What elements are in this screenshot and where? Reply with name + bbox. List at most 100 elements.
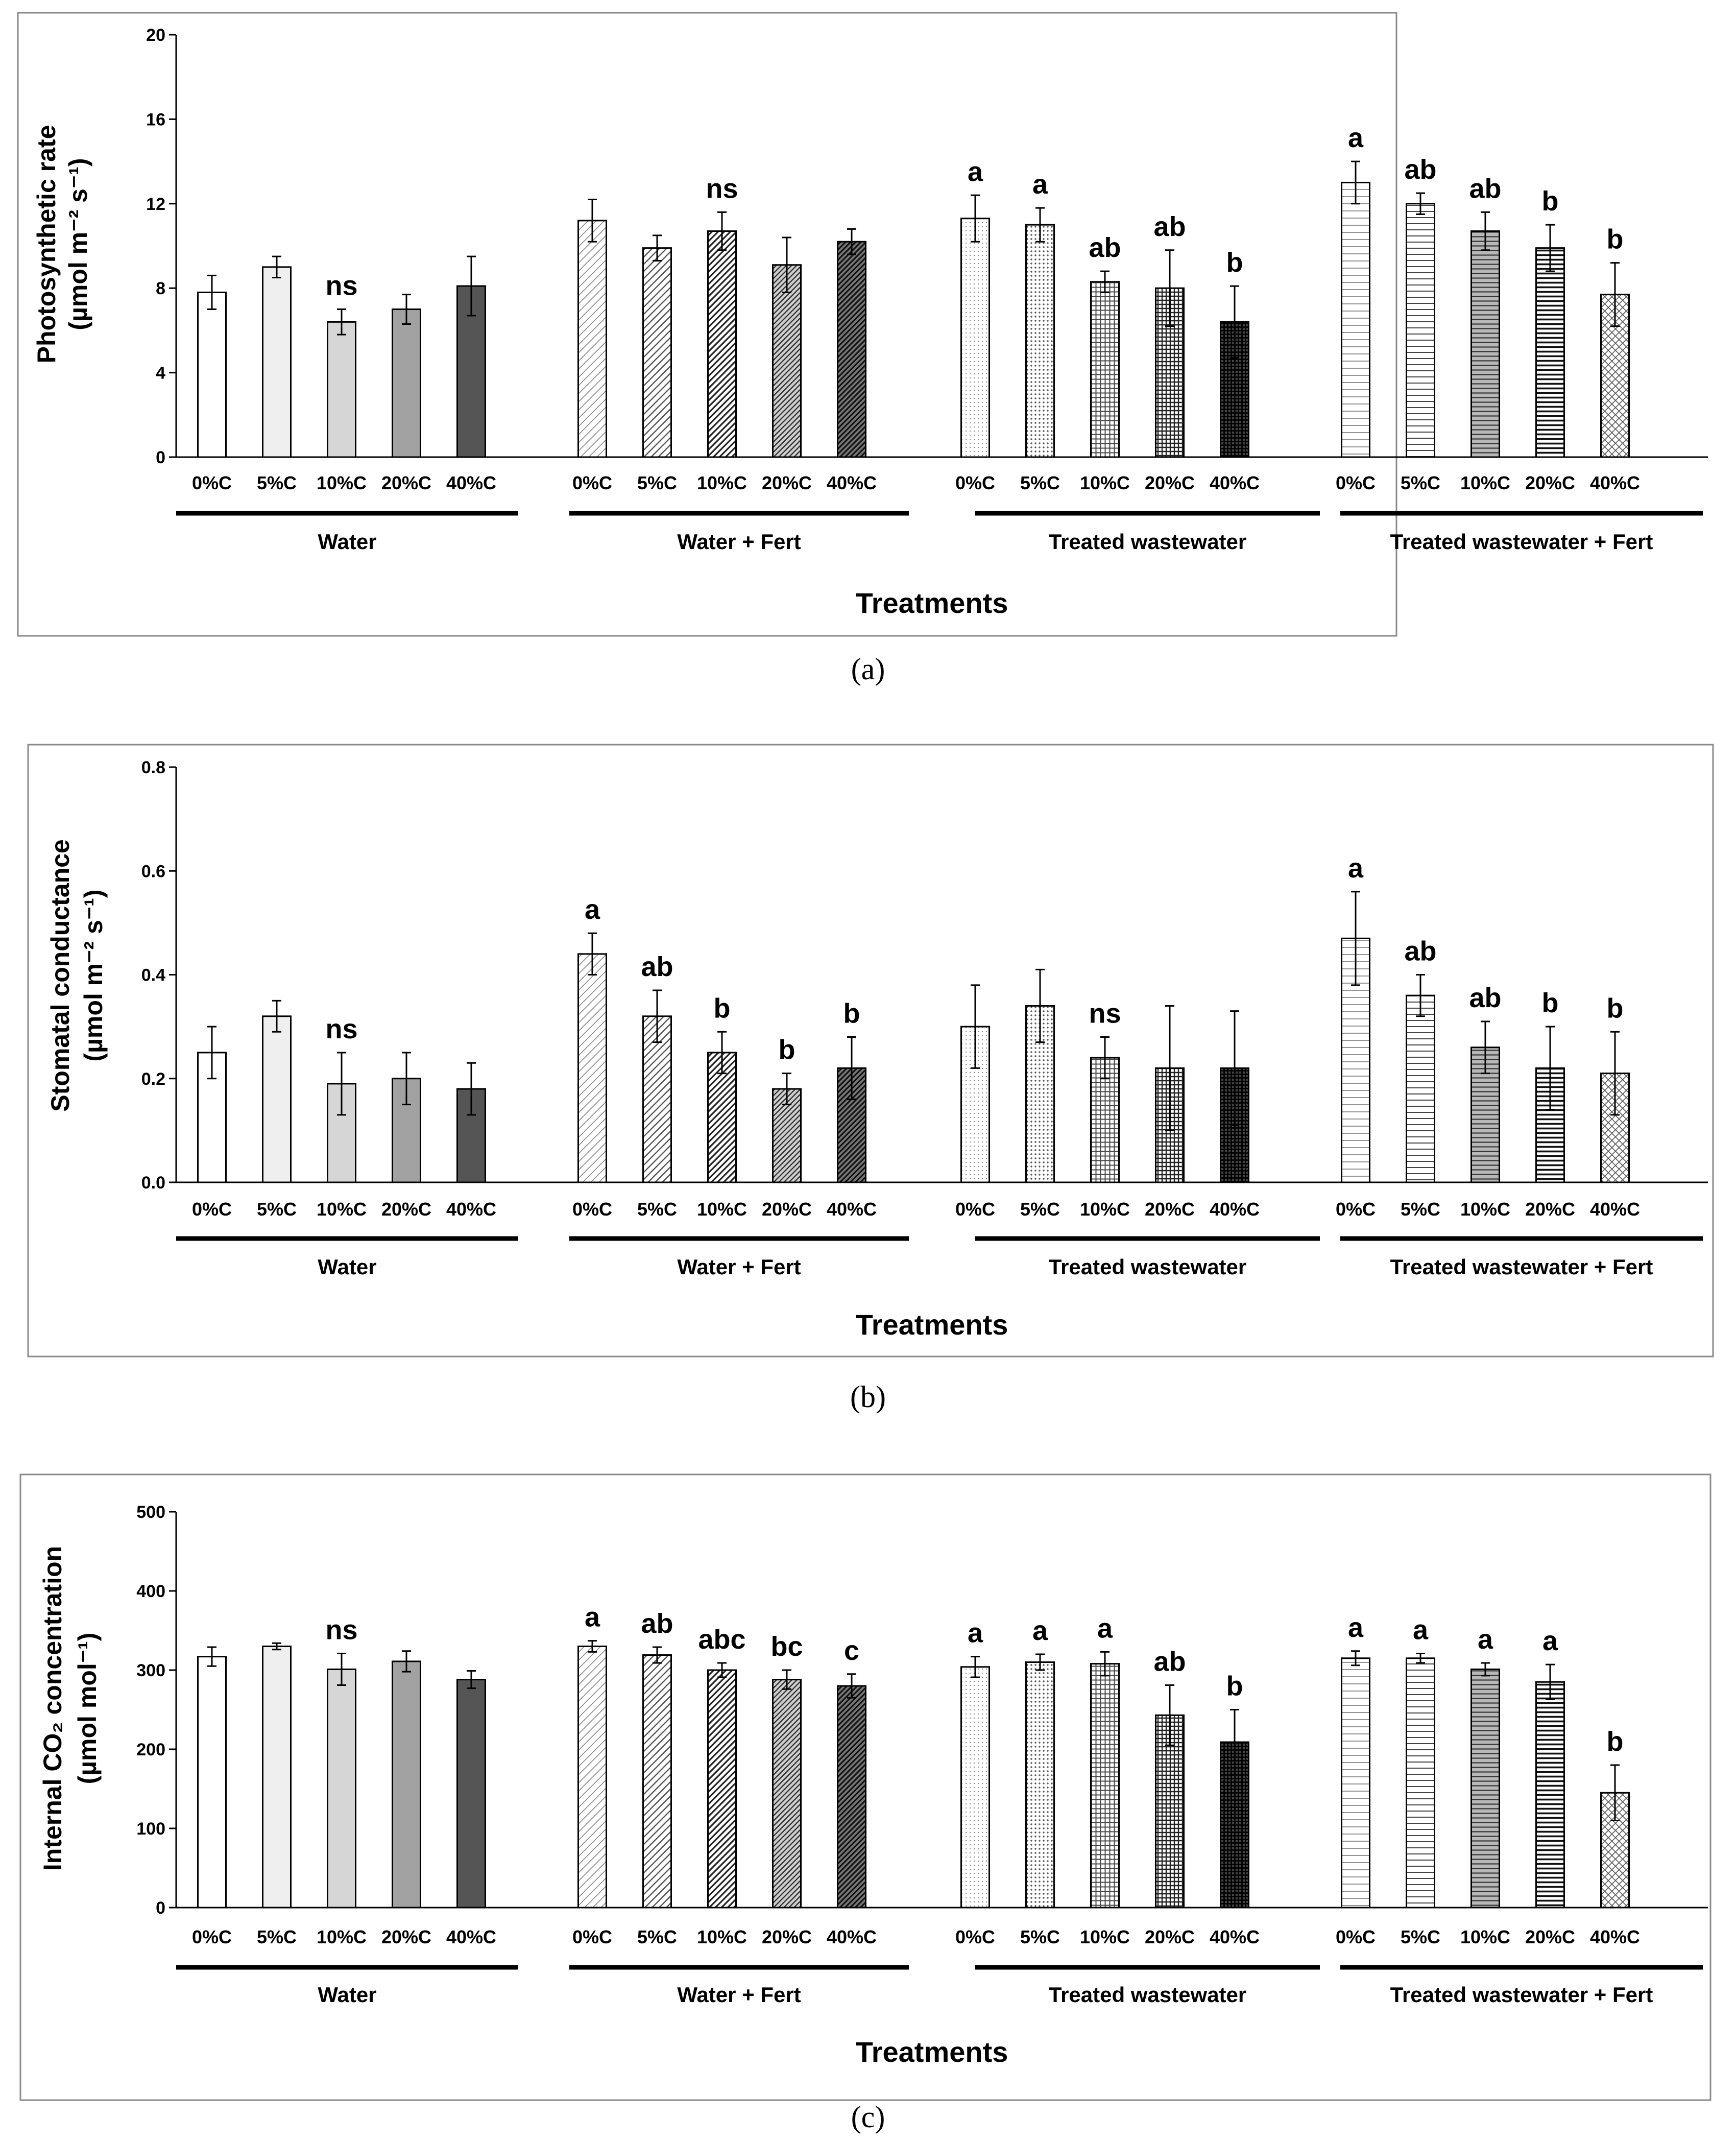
group-label: Treated wastewater [1049,1983,1247,2007]
y-tick-label: 0.6 [141,862,165,881]
x-category-label: 10%C [317,472,367,493]
significance-letter: b [843,998,860,1029]
significance-letter: ab [1404,936,1436,967]
x-category-label: 0%C [955,1199,995,1220]
bar [1472,231,1500,457]
y-tick-label: 20 [146,26,165,45]
x-category-label: 40%C [1590,1199,1640,1220]
group-label: Water + Fert [677,530,801,554]
y-tick-label: 200 [136,1740,165,1759]
bar [961,1667,990,1908]
x-category-label: 20%C [381,1926,431,1947]
x-category-label: 10%C [1460,472,1510,493]
chart-panel-a: 048121620Photosynthetic rate (µmol m⁻² s⁻… [18,13,1708,686]
x-category-label: 0%C [1336,1199,1376,1220]
panel-caption: (b) [850,1380,886,1414]
significance-letter: a [1542,1626,1558,1656]
x-category-label: 40%C [827,472,877,493]
significance-letter: b [1607,1726,1624,1757]
x-category-label: 40%C [1210,1199,1260,1220]
x-category-label: 0%C [192,472,232,493]
y-tick-label: 4 [156,364,165,383]
x-category-label: 0%C [1336,1926,1376,1947]
significance-letter: ab [1404,154,1436,185]
x-category-label: 20%C [1525,472,1575,493]
significance-letter: abc [698,1624,745,1655]
y-axis-title: Photosynthetic rate [32,125,61,364]
x-category-label: 40%C [1210,1926,1260,1947]
significance-letter: ab [1153,1646,1186,1677]
bar [1342,182,1370,457]
bar [1407,204,1435,457]
x-category-label: 10%C [1460,1926,1510,1947]
x-category-label: 0%C [572,472,612,493]
x-category-label: 20%C [762,1199,812,1220]
significance-letter: ab [1153,211,1186,242]
group-label: Treated wastewater [1049,530,1247,554]
x-category-label: 40%C [1590,472,1640,493]
x-category-label: 10%C [697,1199,747,1220]
x-category-label: 0%C [955,1926,995,1947]
group-label: Treated wastewater + Fert [1390,530,1653,554]
significance-letter: a [1032,1615,1048,1646]
x-category-label: 0%C [572,1926,612,1947]
y-tick-label: 0 [156,1898,165,1918]
significance-letter: a [1348,853,1364,884]
x-axis-title: Treatments [856,1308,1008,1341]
bar [1091,282,1119,457]
x-axis-title: Treatments [856,2036,1008,2068]
significance-letter: b [1226,247,1243,278]
bar [578,1647,607,1908]
significance-letter: a [1478,1624,1493,1655]
x-category-label: 10%C [1080,1199,1130,1220]
significance-letter: ab [1469,983,1501,1013]
bar [643,1655,671,1908]
bar [773,265,801,457]
group-label: Water [318,530,376,554]
y-tick-label: 0.4 [141,966,165,985]
bar [1536,1682,1564,1908]
x-category-label: 0%C [955,472,995,493]
bar [1342,1658,1370,1908]
bar [1091,1664,1119,1908]
bar [1407,995,1435,1182]
significance-letter: a [1348,1612,1364,1643]
x-category-label: 0%C [572,1199,612,1220]
x-category-label: 10%C [697,472,747,493]
bar [838,1686,866,1908]
y-axis-units: (µmol m⁻² s⁻¹) [64,158,92,330]
significance-letter: ns [325,271,357,301]
x-category-label: 5%C [257,472,297,493]
bar [1026,1662,1054,1908]
x-category-label: 5%C [637,1926,677,1947]
significance-letter: ab [1469,173,1501,204]
y-tick-label: 100 [136,1819,165,1839]
x-category-label: 20%C [1145,472,1195,493]
bar [578,221,607,457]
x-category-label: 10%C [1080,1926,1130,1947]
significance-letter: ns [1089,998,1121,1029]
x-category-label: 10%C [1460,1199,1510,1220]
bar [328,1669,356,1908]
x-category-label: 20%C [381,472,431,493]
significance-letter: a [968,1618,983,1649]
y-tick-label: 12 [146,195,165,214]
y-tick-label: 8 [156,279,165,298]
x-category-label: 20%C [1145,1199,1195,1220]
group-label: Water [318,1983,376,2007]
significance-letter: a [585,1602,600,1633]
significance-letter: ns [325,1014,357,1044]
x-category-label: 40%C [827,1199,877,1220]
group-label: Water [318,1255,376,1279]
group-label: Water + Fert [677,1255,801,1279]
bar [328,322,356,457]
y-tick-label: 0.2 [141,1069,165,1089]
group-label: Treated wastewater + Fert [1390,1255,1653,1279]
y-tick-label: 0.8 [141,758,165,777]
x-category-label: 5%C [1401,1926,1440,1947]
x-category-label: 5%C [257,1926,297,1947]
x-category-label: 40%C [446,1199,496,1220]
x-category-label: 5%C [637,472,677,493]
significance-letter: ab [641,1608,673,1639]
x-category-label: 20%C [1525,1199,1575,1220]
